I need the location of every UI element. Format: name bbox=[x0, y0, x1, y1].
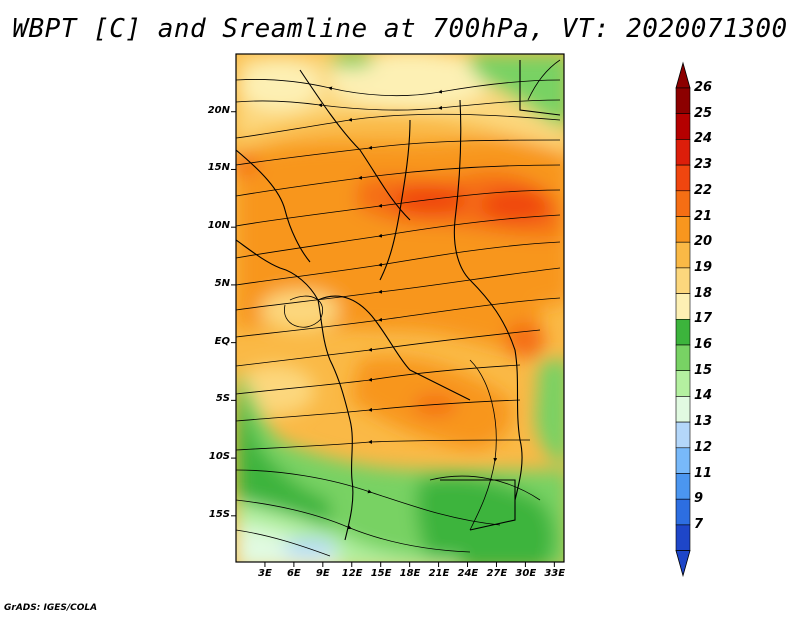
colorbar-swatch bbox=[675, 190, 691, 217]
lat-tick-label: 15S bbox=[208, 508, 230, 520]
colorbar-top-arrow bbox=[675, 61, 691, 89]
colorbar-level-label: 13 bbox=[694, 414, 713, 430]
colorbar-swatch bbox=[675, 241, 691, 269]
colorbar-swatch bbox=[675, 524, 691, 551]
wbpt-field bbox=[236, 54, 564, 562]
lon-tick-label: 6E bbox=[286, 568, 301, 579]
country-borders bbox=[236, 60, 561, 541]
colorbar-swatch bbox=[675, 370, 691, 397]
lat-tick-label: 5S bbox=[215, 393, 230, 405]
colorbar-swatch bbox=[675, 87, 691, 115]
colorbar-swatch bbox=[675, 216, 691, 243]
colorbar-level-label: 26 bbox=[694, 80, 713, 95]
colorbar-bottom-arrow bbox=[675, 550, 691, 578]
lat-tick-label: 5N bbox=[214, 277, 230, 289]
lon-tick-label: 9E bbox=[315, 568, 330, 579]
colorbar-level-label: 19 bbox=[694, 259, 713, 275]
colorbar-level-label: 16 bbox=[694, 337, 713, 352]
streamlines bbox=[236, 59, 561, 557]
colorbar-swatch bbox=[675, 344, 691, 372]
colorbar-level-label: 12 bbox=[694, 439, 713, 455]
lon-tick-label: 24E bbox=[457, 568, 479, 579]
colorbar-level-label: 22 bbox=[694, 182, 713, 198]
colorbar-level-label: 11 bbox=[694, 465, 713, 481]
lon-tick-label: 15E bbox=[370, 568, 392, 579]
footer-credit: GrADS: IGES/COLA bbox=[4, 603, 98, 613]
colorbar-level-label: 9 bbox=[694, 491, 704, 507]
colorbar-swatch bbox=[675, 421, 691, 449]
colorbar-swatch bbox=[675, 473, 691, 500]
colorbar bbox=[675, 61, 691, 578]
colorbar-level-label: 23 bbox=[694, 157, 713, 173]
lat-tick-label: EQ bbox=[214, 335, 230, 347]
colorbar-level-label: 14 bbox=[694, 388, 713, 404]
lat-tick-label: 15N bbox=[207, 162, 230, 174]
lon-tick-label: 27E bbox=[486, 568, 508, 579]
lon-tick-label: 21E bbox=[428, 568, 450, 579]
colorbar-swatch bbox=[675, 293, 691, 320]
lon-tick-label: 12E bbox=[341, 568, 363, 579]
lat-tick-label: 10N bbox=[207, 220, 230, 232]
lon-tick-label: 18E bbox=[399, 568, 421, 579]
colorbar-level-label: 17 bbox=[694, 311, 713, 327]
colorbar-level-label: 24 bbox=[694, 131, 713, 147]
colorbar-swatch bbox=[675, 447, 691, 474]
colorbar-swatch bbox=[675, 498, 691, 526]
colorbar-swatch bbox=[675, 318, 691, 346]
colorbar-swatch bbox=[675, 164, 691, 192]
colorbar-swatch bbox=[675, 267, 691, 294]
map-title: WBPT [C] and Sreamline at 700hPa, VT: 20… bbox=[12, 14, 788, 44]
lat-tick-label: 20N bbox=[207, 104, 230, 116]
colorbar-level-label: 7 bbox=[694, 516, 704, 532]
colorbar-level-label: 25 bbox=[694, 105, 713, 121]
lon-tick-label: 30E bbox=[515, 568, 537, 579]
colorbar-swatch bbox=[675, 139, 691, 166]
colorbar-level-label: 21 bbox=[694, 208, 713, 224]
colorbar-swatch bbox=[675, 113, 691, 140]
lat-tick-label: 10S bbox=[208, 451, 230, 463]
lon-tick-label: 3E bbox=[258, 568, 272, 579]
map-frame bbox=[235, 53, 565, 563]
colorbar-level-label: 15 bbox=[694, 362, 713, 378]
colorbar-level-label: 20 bbox=[694, 234, 713, 250]
lon-tick-label: 33E bbox=[544, 568, 566, 579]
colorbar-swatch bbox=[675, 396, 691, 423]
colorbar-level-label: 18 bbox=[694, 285, 713, 301]
